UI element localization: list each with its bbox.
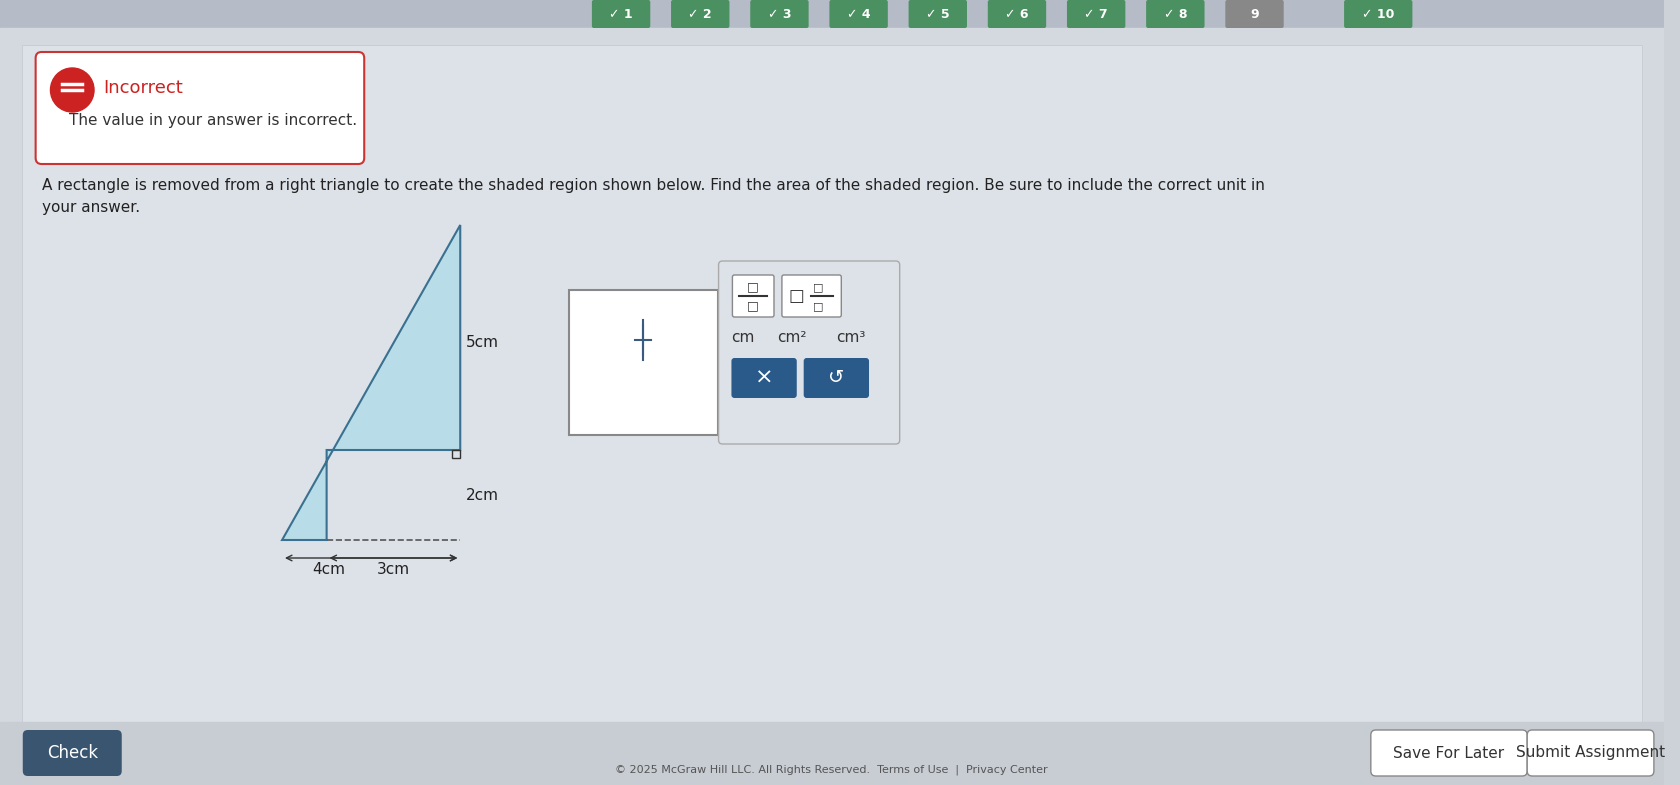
Text: ✓ 6: ✓ 6 (1005, 8, 1028, 20)
Text: □: □ (748, 300, 759, 312)
Text: ✓ 4: ✓ 4 (847, 8, 870, 20)
Text: © 2025 McGraw Hill LLC. All Rights Reserved.  Terms of Use  |  Privacy Center: © 2025 McGraw Hill LLC. All Rights Reser… (615, 765, 1047, 776)
Text: cm³: cm³ (837, 330, 865, 345)
Bar (0, 722, 1663, 785)
FancyBboxPatch shape (1527, 730, 1653, 776)
Bar (0, 0, 1663, 28)
Text: Check: Check (47, 744, 97, 762)
FancyBboxPatch shape (909, 0, 966, 28)
FancyBboxPatch shape (717, 261, 899, 444)
FancyBboxPatch shape (1067, 0, 1124, 28)
Bar (570, 290, 717, 435)
Text: ↺: ↺ (828, 368, 843, 388)
FancyBboxPatch shape (1369, 730, 1527, 776)
Circle shape (66, 97, 79, 109)
Text: □: □ (748, 280, 759, 294)
Text: ✓ 7: ✓ 7 (1084, 8, 1107, 20)
FancyBboxPatch shape (732, 275, 773, 317)
FancyBboxPatch shape (1146, 0, 1205, 28)
Text: □: □ (813, 282, 823, 292)
Text: 3cm: 3cm (376, 562, 410, 577)
FancyBboxPatch shape (1225, 0, 1284, 28)
Text: ✓ 1: ✓ 1 (608, 8, 632, 20)
Text: A rectangle is removed from a right triangle to create the shaded region shown b: A rectangle is removed from a right tria… (42, 178, 1263, 193)
FancyBboxPatch shape (988, 0, 1045, 28)
Text: cm²: cm² (776, 330, 806, 345)
FancyBboxPatch shape (670, 0, 729, 28)
FancyBboxPatch shape (35, 52, 365, 164)
Text: ✓ 5: ✓ 5 (926, 8, 949, 20)
FancyBboxPatch shape (731, 358, 796, 398)
FancyBboxPatch shape (591, 0, 650, 28)
Text: 9: 9 (1250, 8, 1258, 20)
Text: □: □ (813, 301, 823, 311)
FancyBboxPatch shape (803, 358, 869, 398)
Text: ✓ 10: ✓ 10 (1361, 8, 1394, 20)
FancyBboxPatch shape (1344, 0, 1411, 28)
Text: 4cm: 4cm (311, 562, 344, 577)
Polygon shape (282, 225, 460, 540)
Text: □: □ (788, 287, 805, 305)
Text: your answer.: your answer. (42, 200, 139, 215)
Text: cm: cm (731, 330, 754, 345)
Text: ✓ 3: ✓ 3 (768, 8, 791, 20)
Bar (452, 450, 460, 458)
FancyBboxPatch shape (781, 275, 840, 317)
Text: Submit Assignment: Submit Assignment (1515, 746, 1665, 761)
FancyBboxPatch shape (24, 730, 121, 776)
Text: The value in your answer is incorrect.: The value in your answer is incorrect. (69, 112, 358, 127)
Circle shape (50, 68, 94, 112)
Bar (22, 45, 1641, 725)
FancyBboxPatch shape (749, 0, 808, 28)
Text: ✓ 8: ✓ 8 (1163, 8, 1186, 20)
Text: 2cm: 2cm (465, 487, 499, 502)
Text: ×: × (754, 368, 773, 388)
Text: Save For Later: Save For Later (1393, 746, 1504, 761)
Text: Incorrect: Incorrect (102, 79, 183, 97)
Text: ✓ 2: ✓ 2 (689, 8, 712, 20)
FancyBboxPatch shape (828, 0, 887, 28)
Text: 5cm: 5cm (465, 335, 499, 350)
